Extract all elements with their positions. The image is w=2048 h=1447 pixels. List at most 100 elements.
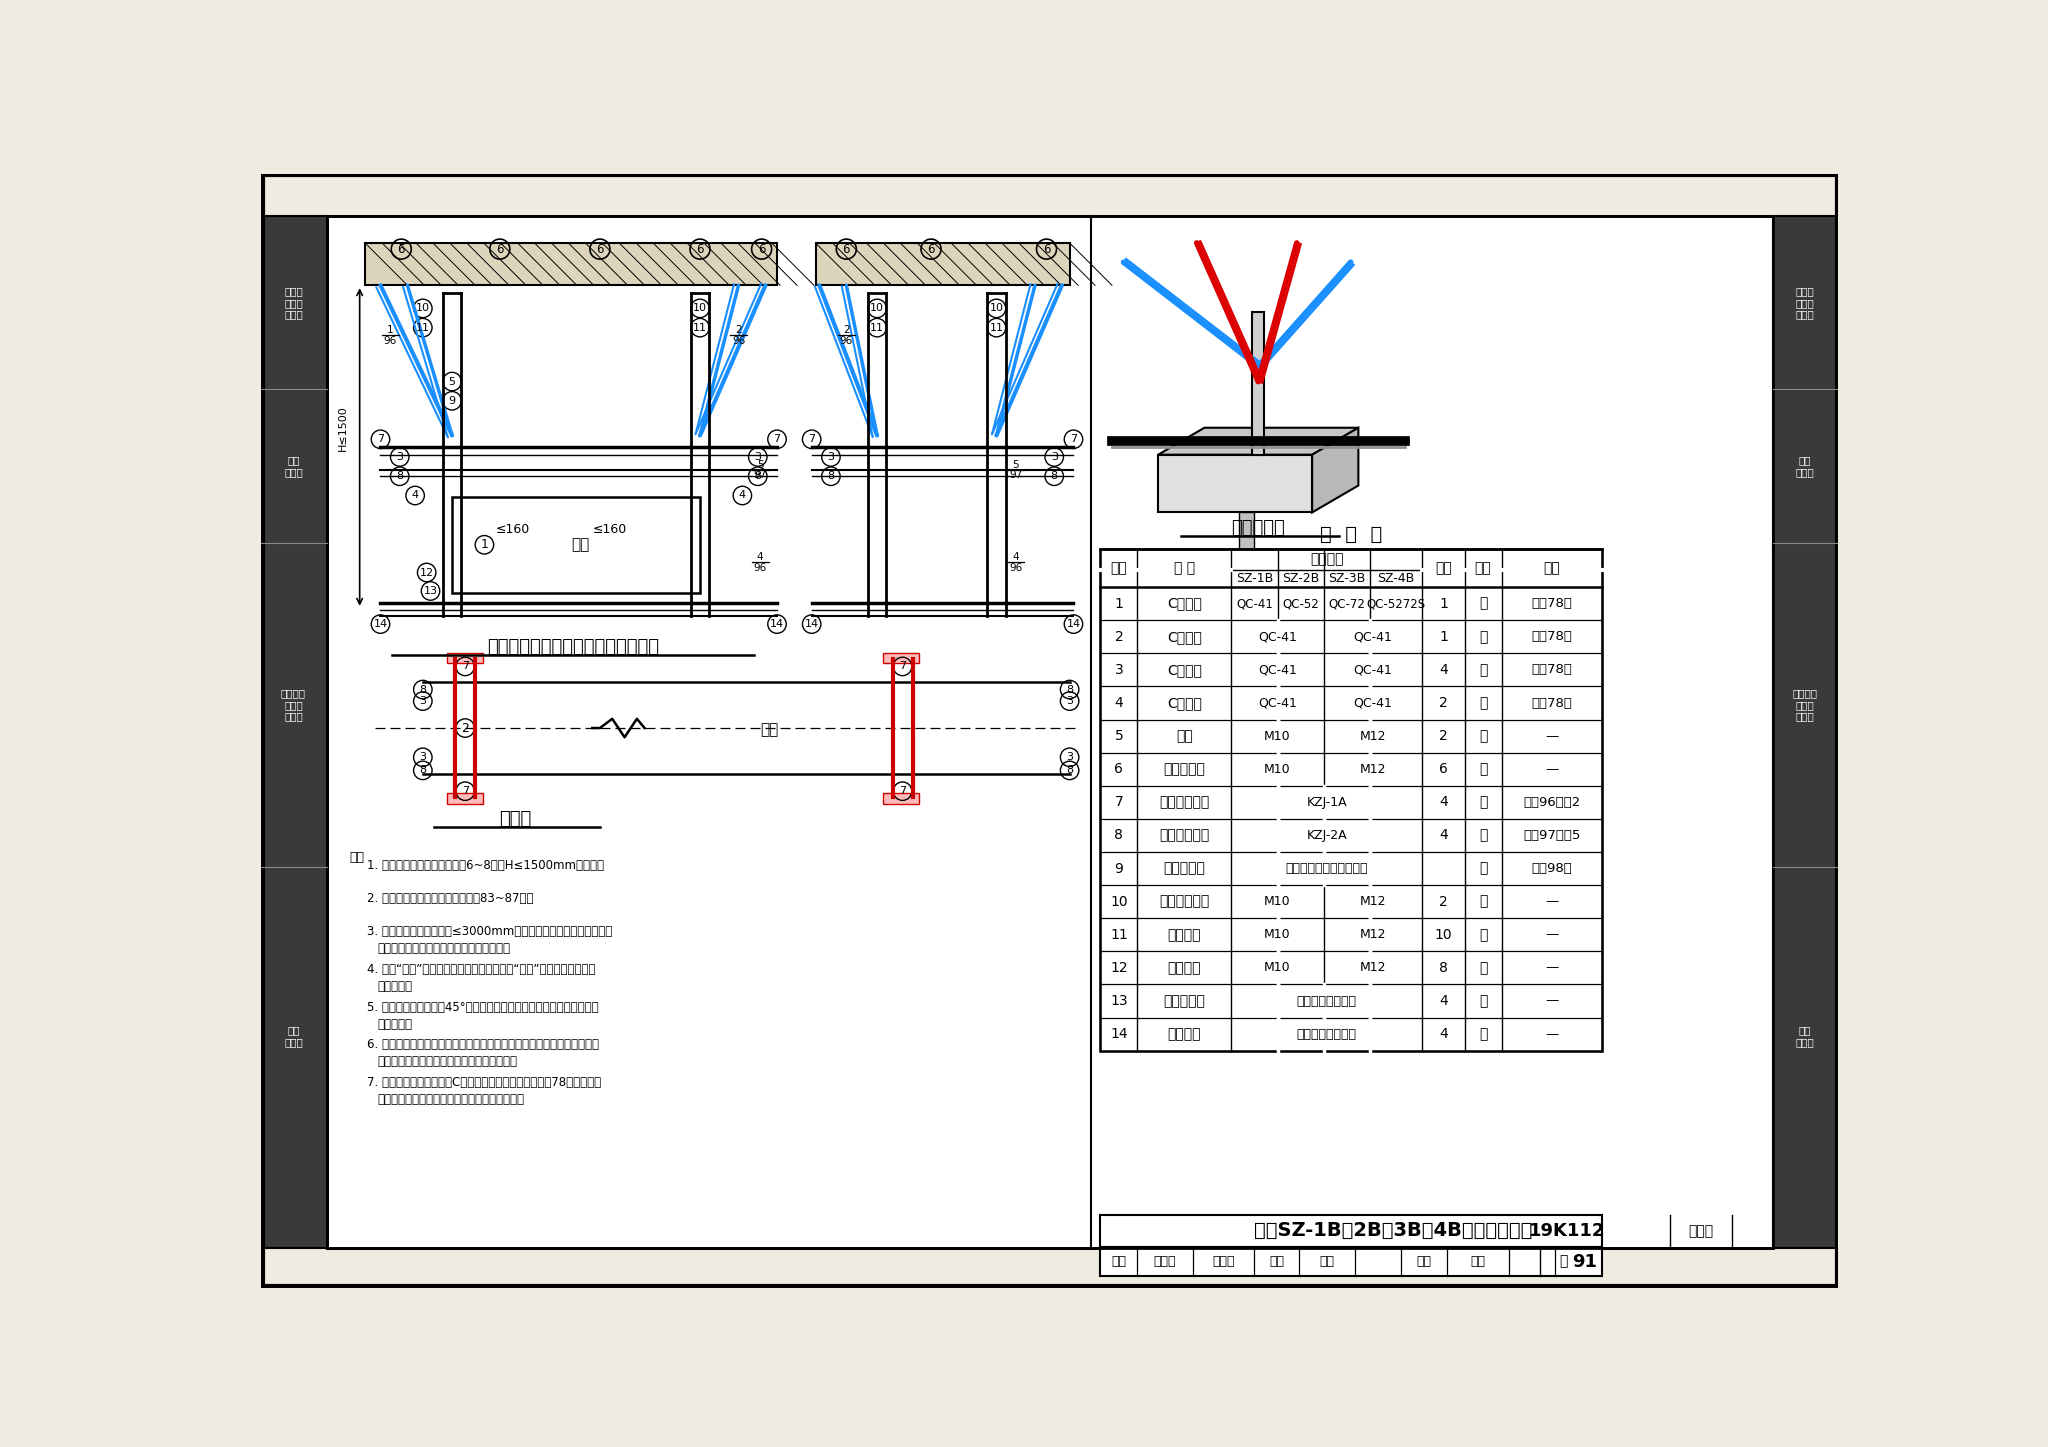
Text: 7: 7 — [377, 434, 385, 444]
Text: 4: 4 — [758, 553, 764, 561]
Text: QC-41: QC-41 — [1354, 696, 1393, 709]
Text: 14: 14 — [1067, 619, 1081, 629]
Text: 8: 8 — [1440, 961, 1448, 975]
Text: 校核杆件、连接件的强度和刚度后方可使用。: 校核杆件、连接件的强度和刚度后方可使用。 — [377, 1055, 518, 1068]
Text: 7: 7 — [899, 786, 905, 796]
Text: —: — — [1544, 1027, 1559, 1040]
Text: 8: 8 — [1051, 472, 1057, 482]
Bar — [815, 243, 1069, 285]
Text: 套: 套 — [1479, 829, 1487, 842]
Bar — [1774, 216, 1839, 1247]
Text: 重支吊架重合时，可替代一个承重支吊架。: 重支吊架重合时，可替代一个承重支吊架。 — [377, 942, 510, 955]
Text: 单位: 单位 — [1475, 561, 1491, 574]
Text: 2: 2 — [1440, 696, 1448, 710]
Text: QC-41: QC-41 — [1257, 696, 1296, 709]
Text: 审核: 审核 — [1112, 1255, 1126, 1268]
Text: QC-41: QC-41 — [1257, 663, 1296, 676]
Text: QC-72: QC-72 — [1329, 598, 1366, 611]
Text: M12: M12 — [1360, 961, 1386, 974]
Text: 个: 个 — [1479, 894, 1487, 909]
Text: 根据槽钑规格确定: 根据槽钑规格确定 — [1296, 1027, 1358, 1040]
Text: 3: 3 — [1051, 451, 1057, 462]
Text: 14: 14 — [1110, 1027, 1128, 1040]
Text: 1: 1 — [481, 538, 487, 551]
Text: 96: 96 — [1010, 563, 1022, 573]
Text: 个: 个 — [1479, 1027, 1487, 1040]
Text: 5: 5 — [758, 460, 764, 470]
Text: 2: 2 — [1440, 729, 1448, 744]
Text: QC-5272S: QC-5272S — [1366, 598, 1425, 611]
Text: H≤1500: H≤1500 — [338, 405, 348, 450]
Text: 10: 10 — [1110, 894, 1128, 909]
Text: 13: 13 — [1110, 994, 1128, 1009]
Text: 矩形风管双侧双向抗震支吊架正视图: 矩形风管双侧双向抗震支吊架正视图 — [487, 638, 659, 655]
Text: 9: 9 — [449, 396, 455, 405]
Text: 8: 8 — [420, 684, 426, 695]
Text: 2: 2 — [735, 326, 741, 334]
Text: 俦视图: 俦视图 — [500, 810, 530, 828]
Text: 参数不一致时，应按实际参数校核后方可使用。: 参数不一致时，应按实际参数校核后方可使用。 — [377, 1092, 524, 1106]
Text: 4: 4 — [1114, 696, 1122, 710]
Text: 4: 4 — [1440, 663, 1448, 677]
Text: 见第78页: 见第78页 — [1532, 598, 1573, 611]
Text: M12: M12 — [1360, 763, 1386, 776]
Text: 6: 6 — [1114, 763, 1124, 776]
Text: 3. 当管道承重支吊架间距≤3000mm时，本图抗震支吊架的布置和承: 3. 当管道承重支吊架间距≤3000mm时，本图抗震支吊架的布置和承 — [367, 925, 612, 938]
Text: 8: 8 — [754, 472, 762, 482]
Text: 19K112: 19K112 — [1530, 1221, 1606, 1240]
Text: 6: 6 — [496, 243, 504, 256]
Text: 96: 96 — [383, 336, 397, 346]
Text: 8: 8 — [1067, 765, 1073, 776]
Text: 抗震连接构件: 抗震连接构件 — [1159, 829, 1210, 842]
Text: 5: 5 — [449, 376, 455, 386]
Text: 7: 7 — [899, 661, 905, 671]
Text: 设计: 设计 — [1417, 1255, 1432, 1268]
Text: 规格型号: 规格型号 — [1311, 553, 1343, 566]
Text: QC-41: QC-41 — [1354, 631, 1393, 644]
Text: 见第78页: 见第78页 — [1532, 631, 1573, 644]
Text: —: — — [1544, 729, 1559, 742]
Text: 件: 件 — [1479, 729, 1487, 744]
Bar — [1100, 1214, 1602, 1247]
Text: 13: 13 — [424, 586, 438, 596]
Text: 96: 96 — [731, 336, 745, 346]
Text: 风管: 风管 — [571, 537, 590, 553]
Text: 10: 10 — [989, 304, 1004, 314]
Text: 校对: 校对 — [1270, 1255, 1284, 1268]
Text: 4: 4 — [739, 491, 745, 501]
Text: 抗震连接构件: 抗震连接构件 — [1159, 796, 1210, 809]
Text: 8: 8 — [827, 472, 834, 482]
Text: 7: 7 — [1069, 434, 1077, 444]
Text: —: — — [1544, 763, 1559, 776]
Text: 6: 6 — [842, 243, 850, 256]
Text: 10: 10 — [692, 304, 707, 314]
Text: 目录、
总说明
及图例: 目录、 总说明 及图例 — [285, 287, 303, 320]
Text: 4: 4 — [412, 491, 418, 501]
Text: 3: 3 — [1067, 752, 1073, 763]
Polygon shape — [1159, 428, 1358, 454]
Text: C型槽钑: C型槽钑 — [1167, 696, 1202, 710]
Text: 风管: 风管 — [760, 722, 778, 737]
Text: 抗震
支吊架: 抗震 支吊架 — [1796, 1026, 1815, 1046]
Text: 7: 7 — [1114, 796, 1122, 809]
Bar — [1239, 512, 1255, 554]
Text: 11: 11 — [416, 323, 430, 333]
Text: 10: 10 — [416, 304, 430, 314]
Text: 2: 2 — [1114, 629, 1122, 644]
Text: 4: 4 — [1440, 994, 1448, 1009]
Text: 图集号: 图集号 — [1688, 1224, 1714, 1237]
Text: 96: 96 — [840, 336, 852, 346]
Text: 3: 3 — [1114, 663, 1122, 677]
Text: 12: 12 — [1110, 961, 1128, 975]
Text: ≤160: ≤160 — [496, 522, 530, 535]
Text: 见第98页: 见第98页 — [1532, 862, 1573, 875]
Text: QC-41: QC-41 — [1257, 631, 1296, 644]
Text: 7. 当工程设计中所选用的C型槽钑的规格及截面特性与第78页中的技术: 7. 当工程设计中所选用的C型槽钑的规格及截面特性与第78页中的技术 — [367, 1077, 600, 1090]
Text: 页: 页 — [1559, 1255, 1567, 1269]
Text: QC-41: QC-41 — [1354, 663, 1393, 676]
Text: 11: 11 — [692, 323, 707, 333]
Text: 11: 11 — [1110, 928, 1128, 942]
Text: 六角螺母: 六角螺母 — [1167, 928, 1200, 942]
Text: 柔性SZ-1B、2B、3B、4B抗震支吊架图: 柔性SZ-1B、2B、3B、4B抗震支吊架图 — [1253, 1221, 1532, 1240]
Text: 7: 7 — [461, 661, 469, 671]
